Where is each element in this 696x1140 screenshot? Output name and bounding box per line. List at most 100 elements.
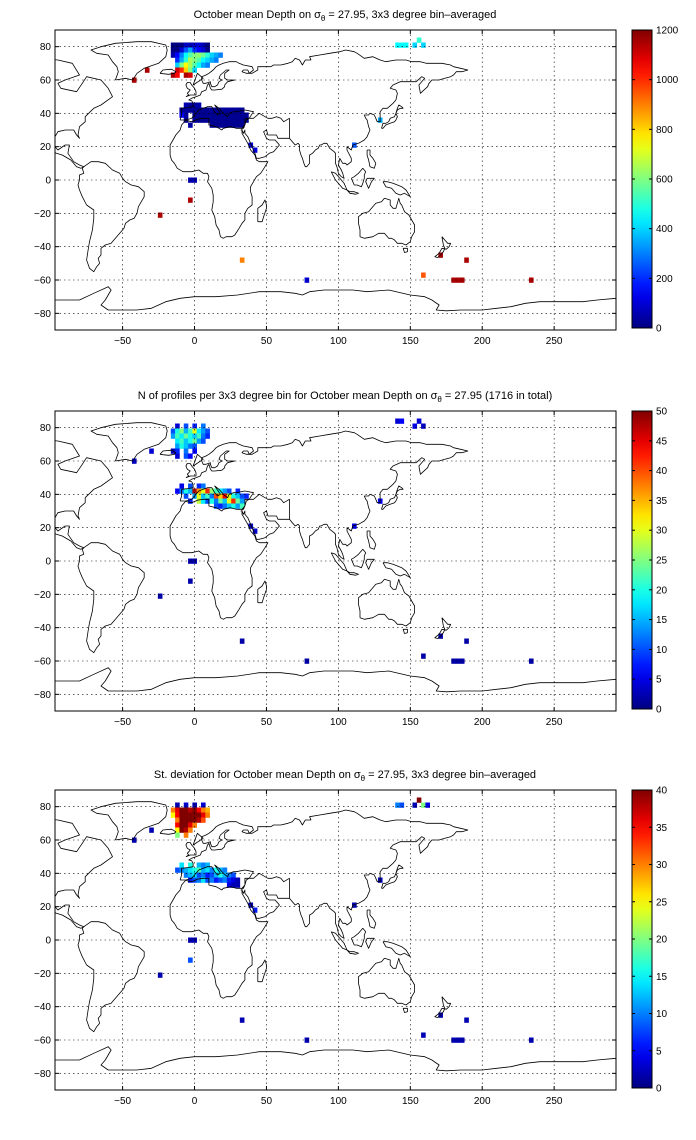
data-cell [179,428,185,434]
data-cell [183,72,189,78]
data-cell [528,658,534,664]
y-tick-label: 80 [40,423,52,434]
data-cell [175,807,180,813]
data-cell [175,812,180,818]
data-cell [188,957,193,963]
data-cell [231,503,236,509]
data-cell [205,42,210,48]
data-cell [179,57,185,63]
data-cell [196,493,202,499]
data-cell [231,122,236,128]
coastline [77,542,145,654]
data-cell [196,47,202,53]
data-cell [235,882,241,888]
data-cell [157,972,163,978]
data-cell [183,57,189,63]
data-cell [213,493,219,499]
data-cell [170,72,176,78]
data-cell [205,112,210,118]
x-tick-label: −50 [114,336,131,347]
data-cell [451,277,456,283]
data-cell [235,122,241,128]
data-cell [201,488,206,494]
data-cell [213,107,219,113]
data-cell [175,433,180,439]
data-cell [201,867,206,873]
y-tick-label: −80 [34,1069,51,1080]
data-cell [528,277,534,283]
data-cell [222,107,228,113]
data-cell [196,807,202,813]
coastline [192,453,204,467]
data-cell [222,503,228,509]
data-cell [179,822,185,828]
y-tick-label: 20 [40,523,52,534]
data-cell [455,277,461,283]
data-cell [226,498,232,504]
data-cell [196,112,202,118]
data-cell [157,212,163,218]
data-cell [157,593,163,599]
x-tick-label: 200 [474,717,491,728]
colorbar-tick-label: 35 [656,823,668,834]
panel-3-title: St. deviation for October mean Depth on … [154,769,536,783]
coastline [257,199,267,223]
coastline [55,819,113,929]
data-cell [188,827,193,833]
data-cell [192,822,197,828]
data-cell [416,797,422,803]
y-tick-label: −80 [34,309,51,320]
panels-layer: −50 0 50 100 150 200 250−80−60−40−200204060800… [34,26,679,1108]
coastline [350,927,367,948]
data-cell [455,1037,461,1043]
data-cell [196,862,202,868]
panel-1: −50 0 50 100 150 200 250−80−60−40−200204060800… [34,26,679,348]
data-cell [209,122,215,128]
data-cell [149,827,154,833]
data-cell [201,433,206,439]
data-cell [205,47,210,53]
coastline [159,68,177,75]
data-cell [188,578,193,584]
colorbar-tick-label: 25 [656,897,668,908]
data-cell [205,52,210,58]
data-cell [425,802,431,808]
grid [55,411,616,711]
data-cell [201,812,206,818]
coastline [185,842,197,858]
data-cell [188,812,193,818]
data-cell [188,817,193,823]
data-cell [421,423,426,429]
data-cell [201,428,206,434]
data-cell [218,872,223,878]
coastline [381,104,404,129]
colorbar-tick-label: 200 [656,274,673,285]
data-cell [239,112,245,118]
colorbar-tick-label: 5 [656,675,662,686]
data-cell [213,867,219,873]
coastline [179,430,469,560]
data-cell [455,658,461,664]
data-cell [252,147,258,153]
data-cell [205,488,210,494]
data-cell [183,448,189,454]
colorbar-tick-label: 25 [656,556,668,567]
data-cell [231,107,236,113]
data-cell [218,117,223,123]
data-cell [196,877,202,883]
data-cell [192,423,197,429]
y-tick-label: 40 [40,109,52,120]
coastline [402,628,408,634]
data-cell [213,112,219,118]
data-cell [201,802,206,808]
data-cell [188,102,193,108]
data-cell [175,802,180,808]
data-cell [188,67,193,73]
x-tick-label: 50 [261,717,273,728]
data-cell [192,47,197,53]
data-cell [248,523,254,529]
data-cell [175,428,180,434]
data-cell [179,817,185,823]
data-cell [196,57,202,63]
data-cell [192,867,197,873]
